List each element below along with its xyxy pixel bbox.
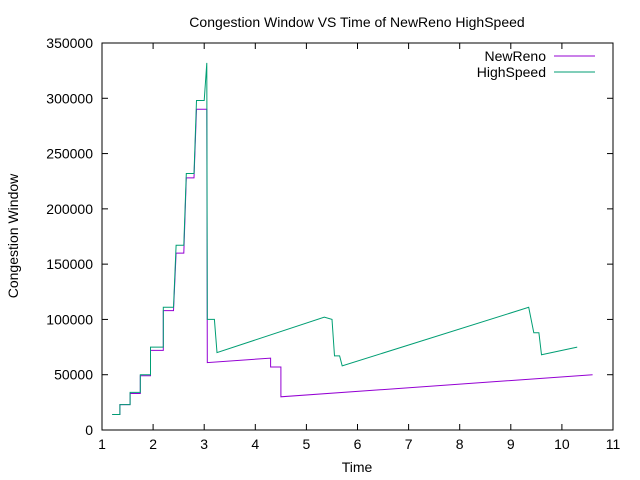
y-tick-label: 300000 bbox=[46, 90, 93, 106]
x-tick-label: 11 bbox=[606, 436, 621, 452]
x-tick-label: 5 bbox=[303, 436, 311, 452]
x-tick-label: 4 bbox=[251, 436, 259, 452]
y-tick-label: 350000 bbox=[46, 35, 93, 51]
plot-frame bbox=[101, 42, 614, 431]
y-tick-label: 250000 bbox=[46, 146, 93, 162]
x-axis-label: Time bbox=[342, 459, 373, 475]
y-tick-label: 150000 bbox=[46, 256, 93, 272]
x-tick-label: 9 bbox=[507, 436, 515, 452]
legend-label-newreno: NewReno bbox=[485, 48, 547, 64]
x-tick-label: 8 bbox=[456, 436, 464, 452]
y-axis-label: Congestion Window bbox=[5, 173, 21, 298]
series-group bbox=[112, 62, 593, 415]
x-tick-label: 3 bbox=[200, 436, 208, 452]
y-tick-label: 100000 bbox=[46, 311, 93, 327]
y-tick-label: 50000 bbox=[54, 367, 93, 383]
chart-title: Congestion Window VS Time of NewReno Hig… bbox=[189, 14, 524, 30]
axis-ticks: 1 2 3 4 5 6 7 8 9 10 11 0 50000 100000 150000 200000 250… bbox=[46, 35, 620, 452]
x-tick-label: 6 bbox=[354, 436, 362, 452]
x-tick-label: 7 bbox=[405, 436, 413, 452]
series-line-highspeed bbox=[112, 62, 578, 415]
x-tick-label: 2 bbox=[149, 436, 157, 452]
legend-label-highspeed: HighSpeed bbox=[477, 64, 546, 80]
x-tick-label: 1 bbox=[98, 436, 106, 452]
x-tick-label: 10 bbox=[554, 436, 570, 452]
y-tick-label: 200000 bbox=[46, 201, 93, 217]
y-tick-label: 0 bbox=[85, 422, 93, 438]
